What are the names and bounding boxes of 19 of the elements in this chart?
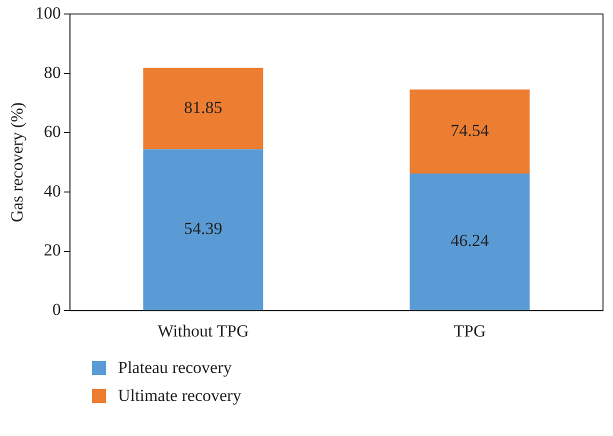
legend-label: Plateau recovery	[118, 358, 232, 378]
bar	[410, 173, 530, 310]
total-label: 81.85	[184, 98, 222, 118]
x-tick-label: TPG	[454, 321, 486, 340]
y-tick-label: 20	[44, 240, 61, 260]
y-tick-label: 40	[44, 181, 61, 200]
y-tick-label: 80	[44, 62, 61, 82]
y-tick-label: 0	[52, 300, 61, 320]
bar	[143, 149, 264, 310]
data-label: 46.24	[450, 231, 490, 250]
y-tick-label: 100	[35, 3, 61, 22]
bar	[143, 68, 264, 150]
bar	[410, 90, 530, 174]
y-tick-label: 60	[44, 122, 61, 142]
legend-label: Ultimate recovery	[118, 386, 242, 406]
data-label: 54.39	[184, 219, 222, 238]
y-axis-title: Gas recovery (%)	[8, 102, 27, 222]
x-tick-label: Without TPG	[158, 321, 249, 340]
total-label: 74.54	[450, 120, 490, 140]
